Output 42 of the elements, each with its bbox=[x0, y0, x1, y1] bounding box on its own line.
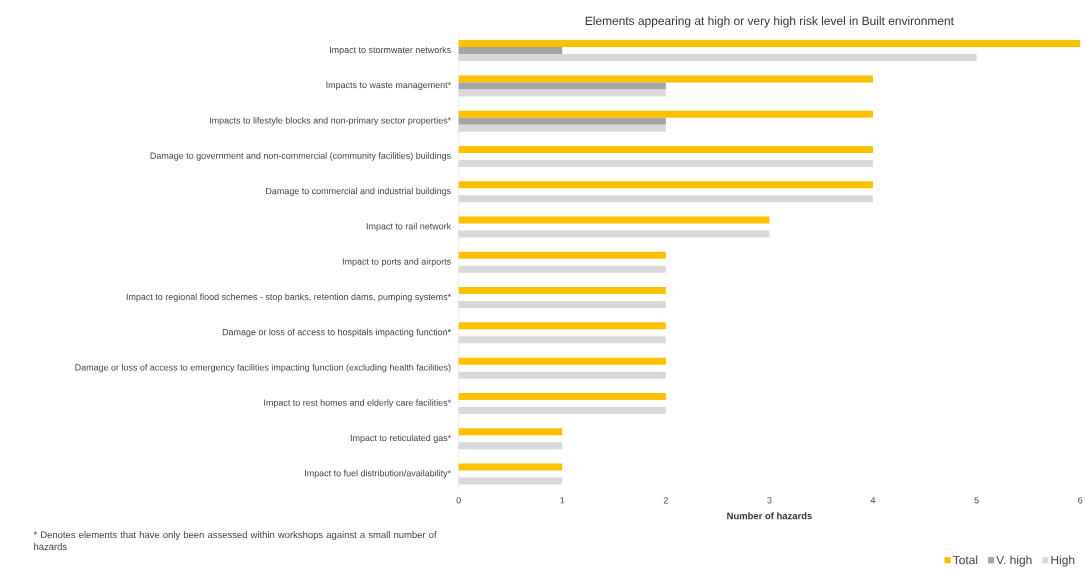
bar bbox=[458, 287, 666, 295]
x-tick-label: 3 bbox=[767, 497, 772, 504]
bar bbox=[458, 357, 666, 365]
legend-label: High bbox=[1051, 555, 1075, 567]
y-tick-label: Impact to rest homes and elderly care facilities* bbox=[264, 399, 451, 408]
x-tick-label: 5 bbox=[974, 497, 979, 504]
y-tick-label: Impact to stormwater networks bbox=[330, 46, 451, 55]
bar bbox=[458, 40, 1081, 48]
y-tick-label: Impact to fuel distribution/availability* bbox=[305, 470, 451, 479]
y-tick-label: Damage to government and non-commercial (community facilities) buildings bbox=[150, 152, 451, 161]
y-tick-label: Impact to reticulated gas* bbox=[350, 434, 451, 444]
x-tick-label: 0 bbox=[456, 497, 461, 504]
y-tick-label: Impacts to waste management* bbox=[326, 82, 451, 91]
bar bbox=[458, 393, 666, 401]
y-tick-label: Damage or loss of access to hospitals impacting function* bbox=[222, 328, 451, 338]
x-tick-label: 2 bbox=[663, 497, 668, 504]
bar bbox=[458, 110, 874, 118]
y-tick-label: Impact to ports and airports bbox=[342, 258, 451, 267]
x-tick-label: 4 bbox=[870, 497, 876, 504]
y-tick-label: Damage or loss of access to emergency facilities impacting function (excluding health facilities) bbox=[75, 364, 451, 373]
bar bbox=[458, 146, 874, 154]
bar bbox=[458, 252, 666, 260]
y-tick-label: Impacts to lifestyle blocks and non-primary sector properties* bbox=[209, 117, 451, 126]
y-tick-label: Impact to regional flood schemes - stop banks, retention dams, pumping systems* bbox=[126, 293, 451, 302]
x-tick-label: 6 bbox=[1078, 497, 1083, 504]
bar bbox=[458, 181, 874, 189]
legend-label: V. high bbox=[996, 555, 1032, 567]
bar bbox=[458, 75, 874, 83]
x-axis-title: Number of hazards bbox=[727, 512, 812, 520]
bar bbox=[458, 82, 666, 90]
bar bbox=[458, 117, 666, 125]
text: * Denotes elements that have only been assessed within workshops against a small number of hazards bbox=[33, 531, 437, 551]
bar bbox=[458, 47, 563, 55]
bar bbox=[458, 428, 563, 436]
y-tick-label: Damage to commercial and industrial buildings bbox=[266, 187, 451, 197]
bar bbox=[458, 322, 666, 330]
y-tick-label: Impact to rail network bbox=[366, 223, 452, 232]
bar bbox=[458, 463, 563, 471]
bar bbox=[458, 216, 770, 224]
x-tick-label: 1 bbox=[560, 497, 565, 504]
chart-title: Elements appearing at high or very high risk level in Built environment bbox=[585, 16, 954, 28]
legend-label: Total bbox=[953, 555, 978, 565]
